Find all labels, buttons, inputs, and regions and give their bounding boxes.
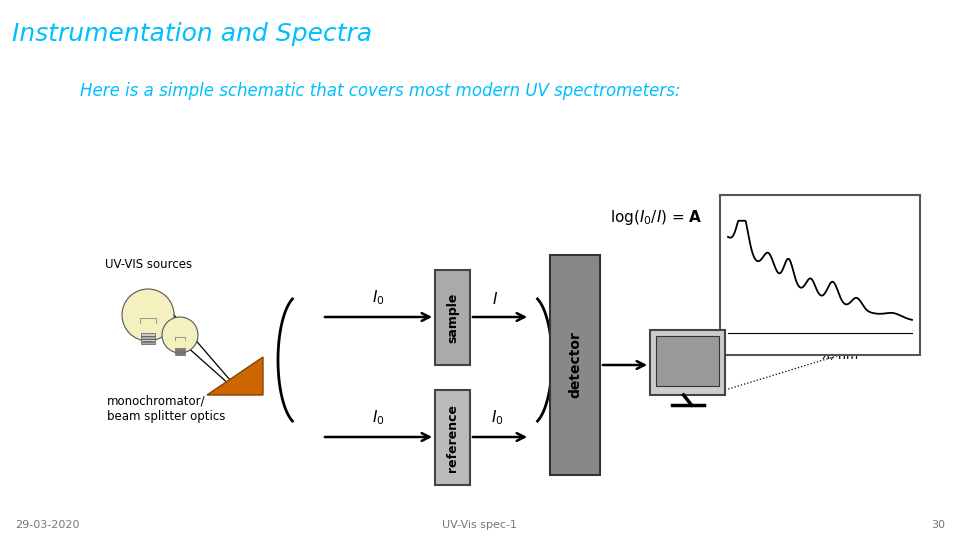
FancyBboxPatch shape (175, 349, 185, 351)
FancyBboxPatch shape (175, 354, 185, 355)
Text: sample: sample (446, 292, 459, 343)
FancyBboxPatch shape (435, 270, 470, 365)
FancyBboxPatch shape (141, 342, 156, 345)
Text: Instrumentation and Spectra: Instrumentation and Spectra (12, 22, 372, 46)
Text: UV-VIS sources: UV-VIS sources (105, 258, 192, 271)
Text: 700: 700 (891, 336, 912, 346)
Text: $I$: $I$ (492, 291, 498, 307)
FancyBboxPatch shape (435, 390, 470, 485)
Text: UV-Vis spec-1: UV-Vis spec-1 (443, 520, 517, 530)
Text: reference: reference (446, 403, 459, 471)
Polygon shape (207, 357, 263, 395)
Text: 200: 200 (717, 336, 738, 346)
FancyBboxPatch shape (175, 348, 185, 349)
Text: log($I_0$/$I$) = $\mathbf{A}$: log($I_0$/$I$) = $\mathbf{A}$ (610, 208, 703, 227)
Text: 29-03-2020: 29-03-2020 (15, 520, 80, 530)
Circle shape (122, 289, 174, 341)
FancyBboxPatch shape (141, 333, 156, 336)
Text: $\lambda$, nm: $\lambda$, nm (822, 347, 858, 362)
FancyBboxPatch shape (650, 330, 725, 395)
FancyBboxPatch shape (141, 336, 156, 339)
Text: $I_0$: $I_0$ (372, 408, 384, 427)
FancyBboxPatch shape (720, 195, 920, 355)
Text: Here is a simple schematic that covers most modern UV spectrometers:: Here is a simple schematic that covers m… (80, 82, 681, 100)
Text: $I_0$: $I_0$ (372, 288, 384, 307)
Text: detector: detector (568, 332, 582, 399)
FancyBboxPatch shape (175, 352, 185, 353)
FancyBboxPatch shape (550, 255, 600, 475)
Text: 30: 30 (931, 520, 945, 530)
FancyBboxPatch shape (141, 339, 156, 341)
Circle shape (162, 317, 198, 353)
Text: monochromator/
beam splitter optics: monochromator/ beam splitter optics (107, 395, 226, 423)
FancyBboxPatch shape (656, 336, 719, 386)
Text: $I_0$: $I_0$ (491, 408, 503, 427)
